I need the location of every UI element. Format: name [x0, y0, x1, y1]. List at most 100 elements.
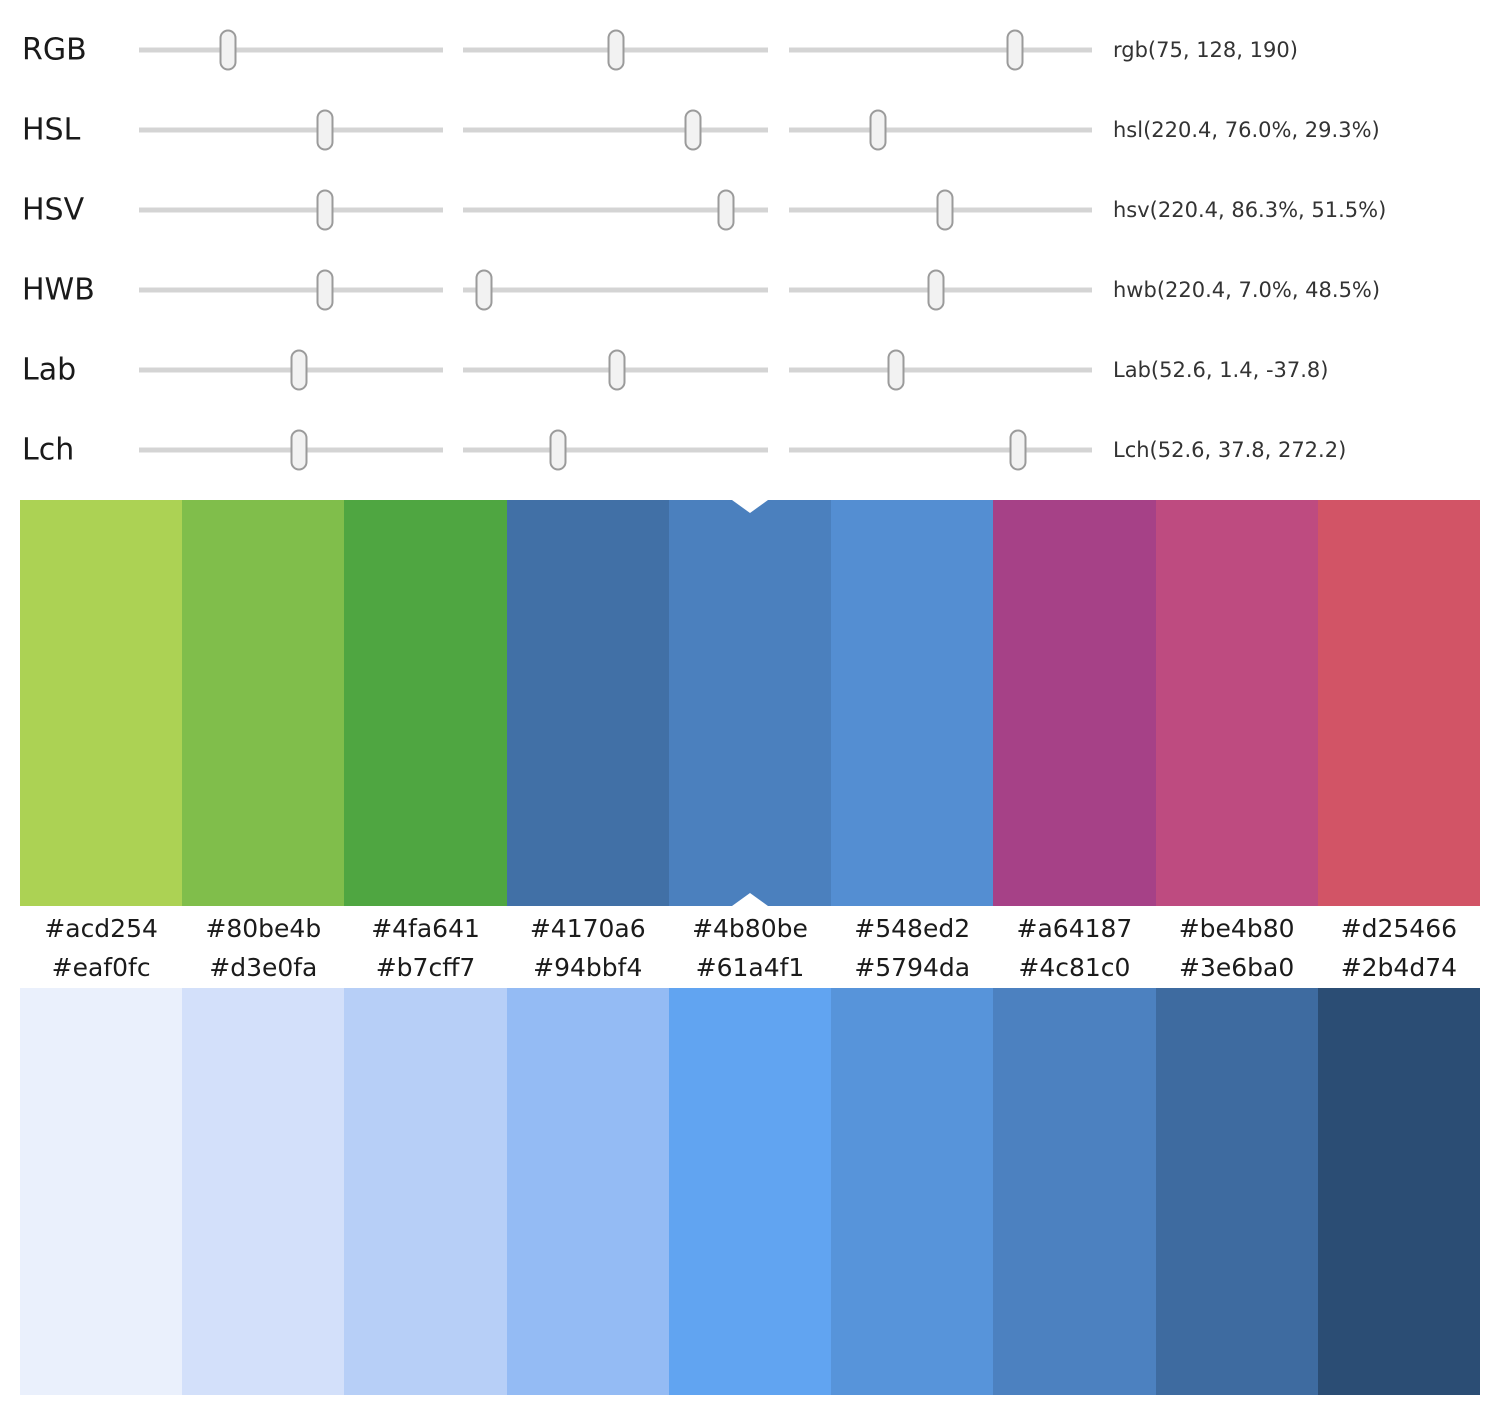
- slider-track[interactable]: [139, 47, 443, 53]
- hwb-slider-h[interactable]: [139, 269, 443, 311]
- slider-thumb[interactable]: [684, 109, 702, 151]
- hsv-slider-h[interactable]: [139, 189, 443, 231]
- slider-thumb[interactable]: [475, 269, 493, 311]
- slider-thumb[interactable]: [1006, 29, 1024, 71]
- hex-label: #b7cff7: [375, 953, 476, 982]
- hex-label: #d25466: [1340, 914, 1458, 943]
- lab-slider-a[interactable]: [463, 349, 768, 391]
- slider-thumb[interactable]: [290, 429, 308, 471]
- tints-strip: [20, 988, 1480, 1395]
- hex-label: #5794da: [854, 953, 971, 982]
- slider-row-hsv: HSV hsv(220.4, 86.3%, 51.5%): [0, 170, 1501, 250]
- tint-swatch[interactable]: [831, 988, 994, 1395]
- hex-label: #61a4f1: [695, 953, 805, 982]
- palette-swatch-selected[interactable]: [668, 500, 832, 906]
- lch-label: Lch: [22, 432, 75, 468]
- hex-label: #4170a6: [529, 914, 646, 943]
- hex-label: #548ed2: [854, 914, 971, 943]
- palette-swatch[interactable]: [506, 500, 669, 906]
- palette-strip: [20, 500, 1480, 906]
- lch-slider-l[interactable]: [139, 429, 443, 471]
- tint-swatch[interactable]: [344, 988, 507, 1395]
- lch-value-text: Lch(52.6, 37.8, 272.2): [1113, 438, 1347, 462]
- palette-swatch[interactable]: [831, 500, 994, 906]
- hwb-label: HWB: [22, 272, 95, 308]
- slider-thumb[interactable]: [549, 429, 567, 471]
- slider-thumb[interactable]: [316, 109, 334, 151]
- slider-track[interactable]: [789, 447, 1092, 453]
- slider-track[interactable]: [463, 287, 768, 293]
- hsl-slider-h[interactable]: [139, 109, 443, 151]
- tint-swatch[interactable]: [506, 988, 669, 1395]
- slider-track[interactable]: [463, 447, 768, 453]
- slider-thumb[interactable]: [1009, 429, 1027, 471]
- slider-track[interactable]: [789, 367, 1092, 373]
- tint-swatch[interactable]: [668, 988, 832, 1395]
- hsl-slider-s[interactable]: [463, 109, 768, 151]
- hsv-slider-s[interactable]: [463, 189, 768, 231]
- slider-track[interactable]: [789, 47, 1092, 53]
- lch-slider-h[interactable]: [789, 429, 1092, 471]
- hex-label: #94bbf4: [533, 953, 643, 982]
- slider-row-hwb: HWB hwb(220.4, 7.0%, 48.5%): [0, 250, 1501, 330]
- slider-thumb[interactable]: [927, 269, 945, 311]
- slider-panel: RGB rgb(75, 128, 190) HSL hsl(220.4,: [0, 0, 1501, 490]
- palette-swatch[interactable]: [182, 500, 345, 906]
- slider-track[interactable]: [463, 127, 768, 133]
- slider-track[interactable]: [139, 207, 443, 213]
- hex-label: #a64187: [1016, 914, 1133, 943]
- slider-row-lab: Lab Lab(52.6, 1.4, -37.8): [0, 330, 1501, 410]
- hex-label: #4b80be: [692, 914, 808, 943]
- slider-thumb[interactable]: [869, 109, 887, 151]
- hsv-label: HSV: [22, 192, 85, 228]
- hsv-slider-v[interactable]: [789, 189, 1092, 231]
- hex-label: #3e6ba0: [1179, 953, 1295, 982]
- hwb-slider-b[interactable]: [789, 269, 1092, 311]
- hex-label: #80be4b: [205, 914, 322, 943]
- hex-label: #acd254: [44, 914, 158, 943]
- rgb-slider-r[interactable]: [139, 29, 443, 71]
- slider-thumb[interactable]: [316, 269, 334, 311]
- lab-slider-b[interactable]: [789, 349, 1092, 391]
- palette-swatch[interactable]: [993, 500, 1156, 906]
- hex-label: #be4b80: [1178, 914, 1295, 943]
- selected-notch-bottom-icon: [731, 893, 768, 906]
- rgb-slider-g[interactable]: [463, 29, 768, 71]
- tint-swatch[interactable]: [1155, 988, 1318, 1395]
- slider-thumb[interactable]: [607, 29, 625, 71]
- palette-swatch[interactable]: [1155, 500, 1318, 906]
- slider-track[interactable]: [139, 287, 443, 293]
- slider-thumb[interactable]: [219, 29, 237, 71]
- tint-swatch[interactable]: [993, 988, 1156, 1395]
- slider-thumb[interactable]: [608, 349, 626, 391]
- tint-swatch[interactable]: [1317, 988, 1480, 1395]
- slider-thumb[interactable]: [717, 189, 735, 231]
- hsl-label: HSL: [22, 112, 81, 148]
- lab-slider-l[interactable]: [139, 349, 443, 391]
- slider-track[interactable]: [789, 127, 1092, 133]
- lch-slider-c[interactable]: [463, 429, 768, 471]
- rgb-value-text: rgb(75, 128, 190): [1113, 38, 1298, 62]
- slider-thumb[interactable]: [316, 189, 334, 231]
- palette-swatch[interactable]: [344, 500, 507, 906]
- palette-swatch[interactable]: [1317, 500, 1480, 906]
- tint-swatch[interactable]: [182, 988, 345, 1395]
- hex-label: #4c81c0: [1018, 953, 1131, 982]
- palette-swatch[interactable]: [20, 500, 183, 906]
- selected-notch-top-icon: [731, 500, 768, 513]
- palette-hex-labels: #acd254 #80be4b #4fa641 #4170a6 #4b80be …: [20, 906, 1480, 950]
- slider-thumb[interactable]: [936, 189, 954, 231]
- slider-track[interactable]: [463, 207, 768, 213]
- hsl-slider-l[interactable]: [789, 109, 1092, 151]
- hwb-slider-w[interactable]: [463, 269, 768, 311]
- slider-thumb[interactable]: [290, 349, 308, 391]
- tint-swatch[interactable]: [20, 988, 183, 1395]
- slider-thumb[interactable]: [887, 349, 905, 391]
- slider-track[interactable]: [139, 127, 443, 133]
- hsv-value-text: hsv(220.4, 86.3%, 51.5%): [1113, 198, 1387, 222]
- rgb-slider-b[interactable]: [789, 29, 1092, 71]
- hex-label: #eaf0fc: [51, 953, 151, 982]
- hsl-value-text: hsl(220.4, 76.0%, 29.3%): [1113, 118, 1380, 142]
- hwb-value-text: hwb(220.4, 7.0%, 48.5%): [1113, 278, 1381, 302]
- lab-value-text: Lab(52.6, 1.4, -37.8): [1113, 358, 1329, 382]
